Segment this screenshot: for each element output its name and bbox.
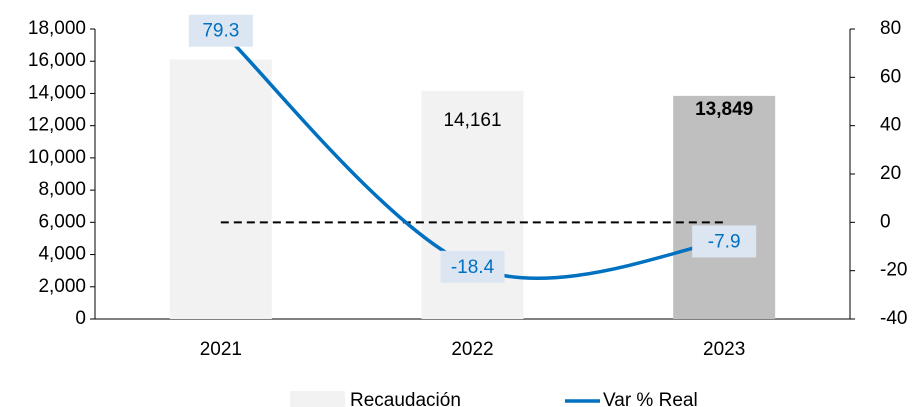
y-tick-label: 14,000	[28, 82, 86, 103]
x-tick-label: 2021	[200, 339, 242, 360]
line-label-box	[692, 225, 757, 258]
y2-tick-label: 40	[880, 115, 901, 136]
y-tick-label: 10,000	[28, 147, 86, 168]
legend-label: Var % Real	[603, 390, 698, 407]
y2-tick-label: -40	[880, 308, 907, 329]
line-label-box	[188, 14, 253, 47]
y-tick-label: 4,000	[38, 244, 86, 265]
legend-swatch	[290, 391, 345, 407]
bar-value-label: 14,161	[443, 110, 501, 131]
y2-tick-label: -20	[880, 260, 907, 281]
y-tick-label: 16,000	[28, 50, 86, 71]
x-tick-label: 2023	[703, 339, 745, 360]
y2-tick-label: 20	[880, 163, 901, 184]
bar-value-label: 13,849	[695, 99, 753, 120]
y-tick-label: 2,000	[38, 276, 86, 297]
y2-tick-label: 0	[880, 211, 891, 232]
y-tick-label: 12,000	[28, 115, 86, 136]
line-value-label: 79.3	[202, 21, 239, 42]
legend-label: Recaudación	[350, 390, 461, 407]
y-tick-label: 8,000	[38, 179, 86, 200]
line-value-label: -7.9	[708, 231, 741, 252]
y2-tick-label: 80	[880, 18, 901, 39]
y-tick-label: 18,000	[28, 18, 86, 39]
line-label-box	[440, 250, 505, 283]
bar	[169, 59, 272, 319]
y-tick-label: 0	[75, 308, 86, 329]
bar	[673, 95, 776, 319]
y2-tick-label: 60	[880, 66, 901, 87]
line-value-label: -18.4	[451, 257, 495, 278]
y-tick-label: 6,000	[38, 211, 86, 232]
x-tick-label: 2022	[451, 339, 493, 360]
